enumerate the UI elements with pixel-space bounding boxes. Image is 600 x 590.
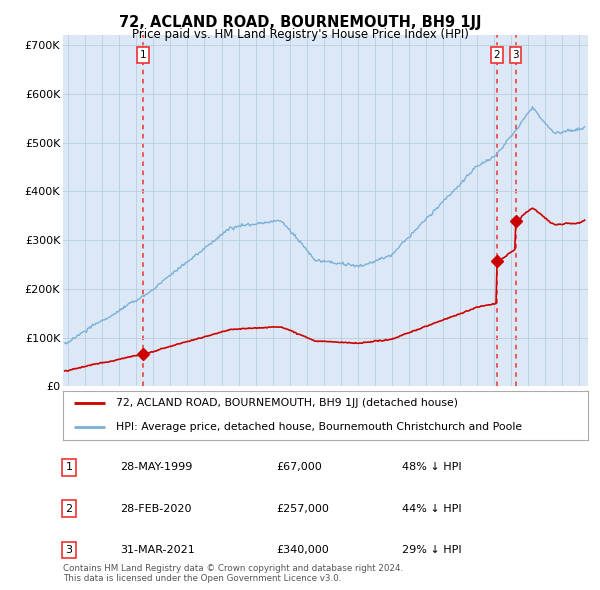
Text: £67,000: £67,000 (276, 463, 322, 472)
Text: HPI: Average price, detached house, Bournemouth Christchurch and Poole: HPI: Average price, detached house, Bour… (115, 422, 521, 432)
Text: 48% ↓ HPI: 48% ↓ HPI (402, 463, 461, 472)
Text: 3: 3 (512, 50, 519, 60)
Text: 28-FEB-2020: 28-FEB-2020 (120, 504, 191, 513)
Text: £257,000: £257,000 (276, 504, 329, 513)
Text: 44% ↓ HPI: 44% ↓ HPI (402, 504, 461, 513)
Text: 31-MAR-2021: 31-MAR-2021 (120, 545, 195, 555)
Text: 1: 1 (65, 463, 73, 472)
Text: 3: 3 (65, 545, 73, 555)
Text: 72, ACLAND ROAD, BOURNEMOUTH, BH9 1JJ: 72, ACLAND ROAD, BOURNEMOUTH, BH9 1JJ (119, 15, 481, 30)
Text: £340,000: £340,000 (276, 545, 329, 555)
Text: This data is licensed under the Open Government Licence v3.0.: This data is licensed under the Open Gov… (63, 574, 341, 583)
Text: 72, ACLAND ROAD, BOURNEMOUTH, BH9 1JJ (detached house): 72, ACLAND ROAD, BOURNEMOUTH, BH9 1JJ (d… (115, 398, 458, 408)
Text: 2: 2 (494, 50, 500, 60)
Text: 29% ↓ HPI: 29% ↓ HPI (402, 545, 461, 555)
Text: 2: 2 (65, 504, 73, 513)
Text: 28-MAY-1999: 28-MAY-1999 (120, 463, 193, 472)
Text: Contains HM Land Registry data © Crown copyright and database right 2024.: Contains HM Land Registry data © Crown c… (63, 565, 403, 573)
Text: 1: 1 (139, 50, 146, 60)
Text: Price paid vs. HM Land Registry's House Price Index (HPI): Price paid vs. HM Land Registry's House … (131, 28, 469, 41)
